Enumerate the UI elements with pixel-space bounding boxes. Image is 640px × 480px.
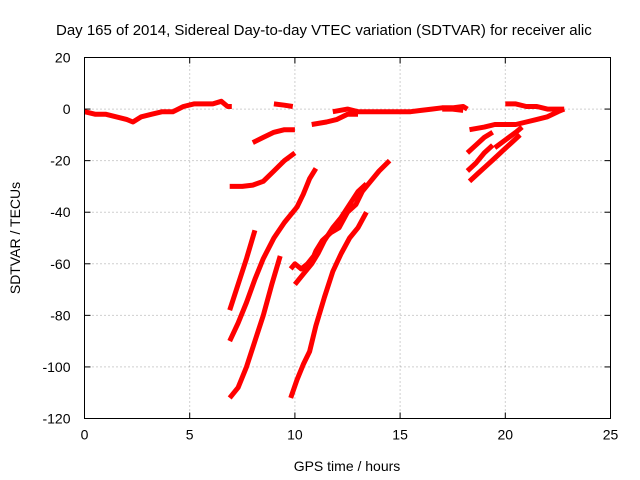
series-line-13 xyxy=(442,106,464,113)
series-line-6 xyxy=(227,167,319,343)
series-line-11 xyxy=(311,111,358,127)
series-line-18 xyxy=(467,133,522,184)
series-group xyxy=(83,98,566,400)
y-tick-label: -60 xyxy=(50,256,70,272)
x-tick-label: 0 xyxy=(81,427,89,443)
series-line-3 xyxy=(251,127,295,145)
series-line-7 xyxy=(227,255,283,400)
y-tick-label: -120 xyxy=(42,411,70,427)
y-tick-label: -20 xyxy=(50,153,70,169)
y-axis-label: SDTVAR / TECUs xyxy=(7,182,23,294)
x-axis-label: GPS time / hours xyxy=(294,458,401,474)
y-tick-label: 0 xyxy=(63,101,71,117)
series-line-1 xyxy=(83,98,232,125)
x-tick-label: 5 xyxy=(186,427,194,443)
chart-title: Day 165 of 2014, Sidereal Day-to-day VTE… xyxy=(56,22,592,39)
series-line-10 xyxy=(292,181,369,286)
series-line-2 xyxy=(273,101,294,109)
x-tick-label: 25 xyxy=(603,427,619,443)
series-line-5 xyxy=(227,229,258,311)
series-line-15 xyxy=(505,101,565,112)
series-line-16 xyxy=(465,130,494,155)
y-tick-label: 20 xyxy=(55,50,71,66)
x-tick-label: 15 xyxy=(392,427,408,443)
y-tick-label: -40 xyxy=(50,204,70,220)
series-line-8 xyxy=(288,211,369,399)
plot-frame xyxy=(84,57,611,419)
x-tick-label: 20 xyxy=(498,427,514,443)
series-line-19 xyxy=(493,125,524,150)
series-line-17 xyxy=(465,143,495,173)
ticks: 0 5 10 15 20 25 20 0 -20 -40 -60 -80 -100 -120 xyxy=(42,50,618,443)
series-line-4 xyxy=(229,150,297,189)
grid xyxy=(84,57,611,419)
y-tick-label: -80 xyxy=(50,307,70,323)
y-tick-label: -100 xyxy=(42,359,70,375)
x-tick-label: 10 xyxy=(287,427,303,443)
series-line-14 xyxy=(469,106,566,133)
